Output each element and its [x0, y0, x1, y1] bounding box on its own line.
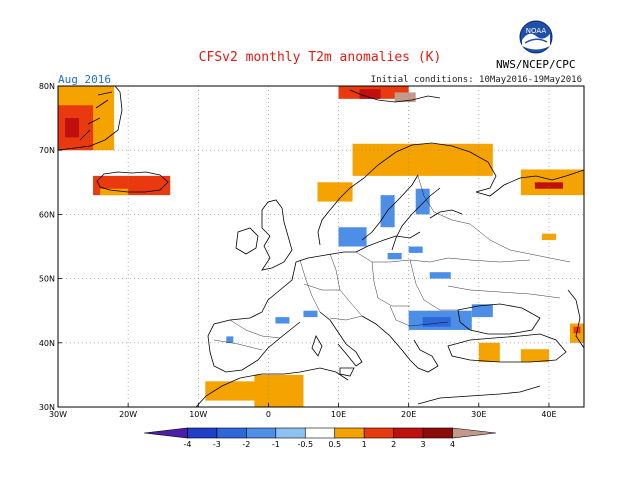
- anomaly-cell: [303, 310, 318, 318]
- anomaly-cell: [359, 89, 381, 99]
- anomaly-cell: [520, 349, 549, 363]
- lon-tick-label: 30E: [471, 410, 486, 419]
- lon-tick-label: 20W: [119, 410, 137, 419]
- anomaly-cell: [422, 317, 451, 327]
- logo-text: NOAA: [526, 27, 547, 35]
- initial-conditions: Initial conditions: 10May2016-19May2016: [370, 75, 582, 85]
- colorbar-swatch: [275, 427, 306, 439]
- colorbar-swatch: [334, 427, 365, 439]
- colorbar-label: 1: [362, 440, 367, 449]
- lon-tick-label: 20E: [401, 410, 416, 419]
- colorbar-swatch: [393, 427, 424, 439]
- colorbar: -4 -3 -2 -1 -0.5 0.5 1 2 3 4: [143, 427, 497, 449]
- colorbar-label: -0.5: [297, 440, 313, 449]
- colorbar-label: -2: [242, 440, 250, 449]
- lat-tick-label: 40N: [39, 339, 55, 348]
- anomaly-cell: [429, 272, 451, 279]
- lon-tick-label: 30W: [49, 410, 67, 419]
- colorbar-swatch: [304, 427, 336, 439]
- colorbar-label: 3: [421, 440, 426, 449]
- noaa-logo: NOAA: [519, 20, 553, 54]
- anomaly-cell: [254, 374, 304, 407]
- colorbar-label: 2: [391, 440, 396, 449]
- anomaly-cell: [408, 246, 423, 253]
- colorbar-label: -4: [183, 440, 191, 449]
- anomaly-cell: [541, 233, 556, 241]
- colorbar-swatch: [363, 427, 394, 439]
- country-borders: [213, 175, 571, 351]
- lon-tick-label: 40E: [541, 410, 556, 419]
- colorbar-swatch: [422, 427, 453, 439]
- lon-tick-label: 10W: [189, 410, 207, 419]
- colorbar-label: 4: [450, 440, 455, 449]
- anomaly-cell: [275, 317, 290, 324]
- anomaly-cell: [415, 188, 430, 215]
- colorbar-swatch: [216, 427, 247, 439]
- longitude-labels: 30W 20W 10W 0 10E 20E 30E 40E: [49, 403, 557, 419]
- colorbar-label: -1: [272, 440, 280, 449]
- forecast-month: Aug 2016: [58, 73, 111, 86]
- colorbar-label: 0.5: [328, 440, 341, 449]
- map-title: CFSv2 monthly T2m anomalies (K): [198, 50, 442, 65]
- coastlines: [58, 86, 584, 407]
- anomaly-cell: [65, 118, 80, 138]
- anomaly-cell: [352, 143, 493, 176]
- anomaly-cell: [100, 188, 129, 196]
- colorbar-swatch: [452, 427, 497, 439]
- agency-label: NWS/NCEP/CPC: [496, 58, 576, 71]
- anomaly-layer: [58, 86, 584, 407]
- latitude-labels: 30N 40N 50N 60N 70N 80N: [39, 82, 62, 412]
- colorbar-swatch: [187, 427, 218, 439]
- lat-tick-label: 70N: [39, 146, 55, 155]
- map-frame: [57, 85, 585, 408]
- lat-tick-label: 30N: [39, 403, 55, 412]
- lon-tick-label: 0: [266, 410, 271, 419]
- lat-tick-label: 60N: [39, 210, 55, 219]
- lon-tick-label: 10E: [331, 410, 346, 419]
- anomaly-cell: [387, 252, 402, 260]
- colorbar-swatch: [246, 427, 277, 439]
- anomaly-cell: [226, 336, 234, 343]
- graticule: [58, 86, 584, 407]
- anomaly-cell: [394, 92, 416, 103]
- anomaly-cell: [534, 182, 563, 189]
- lat-tick-label: 50N: [39, 275, 55, 284]
- colorbar-swatch: [143, 427, 188, 439]
- lat-tick-label: 80N: [39, 82, 55, 91]
- anomaly-cell: [471, 304, 493, 318]
- colorbar-label: -3: [213, 440, 221, 449]
- anomaly-cell: [478, 342, 500, 363]
- anomaly-cell: [338, 227, 367, 247]
- anomaly-cell: [317, 182, 353, 202]
